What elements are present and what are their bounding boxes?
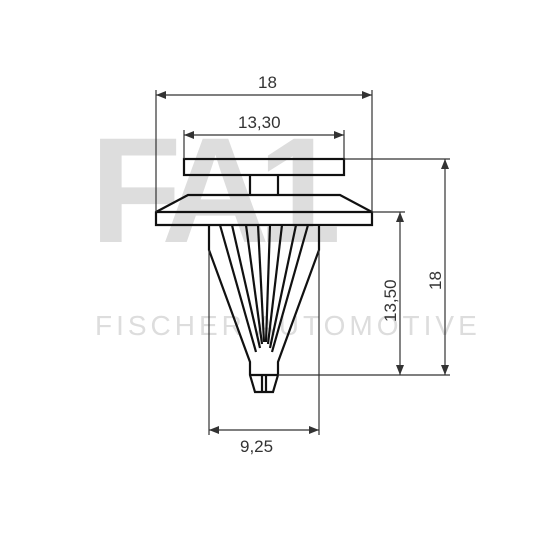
dim-bottom: 9,25 (240, 437, 273, 456)
dim-top-inner: 13,30 (238, 113, 281, 132)
dim-right-outer: 18 (426, 271, 445, 290)
technical-drawing-svg: 18 13,30 9,25 13,50 (0, 0, 540, 540)
drawing-canvas: FA1 FISCHER AUTOMOTIVE (0, 0, 540, 540)
clip-part (156, 159, 372, 392)
dim-right-inner: 13,50 (381, 279, 400, 322)
dimensions: 18 13,30 9,25 13,50 (156, 73, 450, 456)
dim-top-outer: 18 (258, 73, 277, 92)
